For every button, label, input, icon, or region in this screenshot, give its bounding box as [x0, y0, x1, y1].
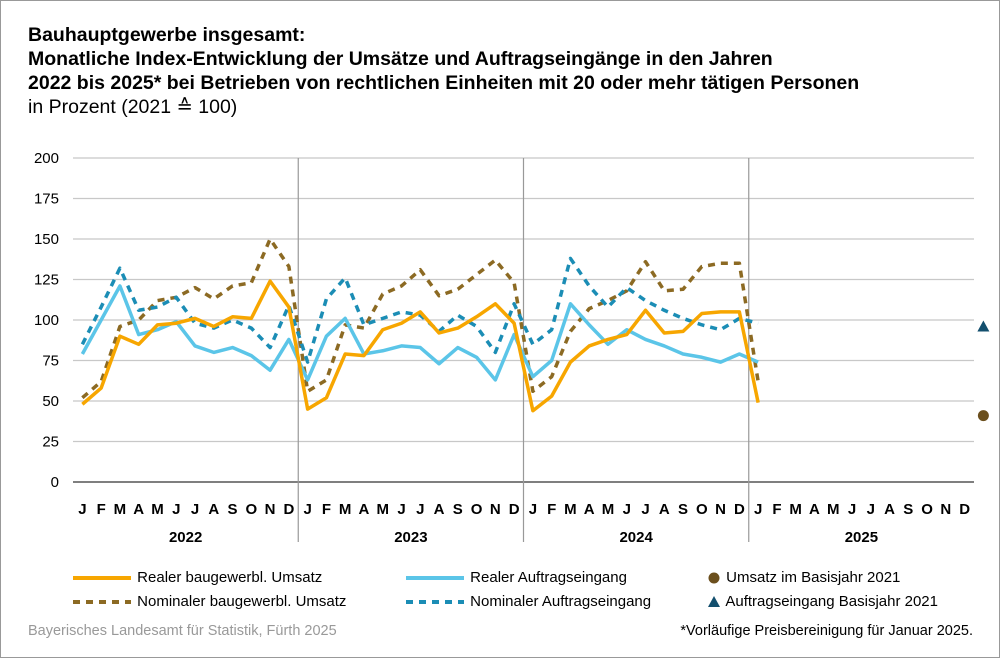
legend-label: Auftragseingang Basisjahr 2021	[725, 593, 938, 610]
x-tick-label: A	[584, 501, 595, 518]
x-tick-label: D	[959, 501, 970, 518]
footnote: *Vorläufige Preisbereinigung für Januar …	[680, 623, 973, 639]
x-tick-label: O	[921, 501, 933, 518]
x-tick-label: F	[322, 501, 331, 518]
y-tick-label: 200	[34, 150, 59, 167]
x-tick-label: O	[471, 501, 483, 518]
x-tick-label: F	[97, 501, 106, 518]
y-tick-label: 25	[42, 434, 59, 451]
x-tick-label: J	[416, 501, 424, 518]
legend-item: Realer baugewerbl. Umsatz	[73, 569, 322, 586]
x-tick-label: J	[754, 501, 762, 518]
x-tick-label: M	[789, 501, 802, 518]
x-tick-label: J	[641, 501, 649, 518]
x-tick-label: O	[696, 501, 708, 518]
legend-item: Nominaler Auftragseingang	[406, 593, 651, 610]
x-tick-label: N	[265, 501, 276, 518]
x-tick-label: M	[602, 501, 615, 518]
y-tick-label: 50	[42, 393, 59, 410]
year-label: 2023	[394, 529, 427, 546]
x-tick-label: J	[529, 501, 537, 518]
x-tick-label: J	[303, 501, 311, 518]
legend-item: Umsatz im Basisjahr 2021	[708, 569, 900, 586]
series-line-2	[80, 284, 759, 382]
y-tick-label: 150	[34, 231, 59, 248]
legend-label: Realer baugewerbl. Umsatz	[137, 569, 323, 586]
x-tick-label: F	[772, 501, 781, 518]
x-tick-label: A	[809, 501, 820, 518]
x-tick-label: J	[78, 501, 86, 518]
x-tick-label: M	[564, 501, 577, 518]
title-line: Monatliche Index-Entwicklung der Umsätze…	[28, 48, 773, 70]
legend-label: Nominaler baugewerbl. Umsatz	[137, 593, 347, 610]
x-tick-label: M	[339, 501, 352, 518]
x-tick-label: N	[940, 501, 951, 518]
x-tick-label: N	[715, 501, 726, 518]
title-line: Bauhauptgewerbe insgesamt:	[28, 24, 306, 46]
x-tick-label: A	[884, 501, 895, 518]
year-label: 2022	[169, 529, 202, 546]
y-tick-label: 125	[34, 272, 59, 289]
legend-item: Nominaler baugewerbl. Umsatz	[73, 593, 346, 610]
series-line-1	[81, 237, 760, 400]
y-tick-label: 0	[51, 474, 59, 491]
x-tick-label: M	[827, 501, 840, 518]
x-tick-label: J	[397, 501, 405, 518]
x-tick-label: D	[734, 501, 745, 518]
source-text: Bayerisches Landesamt für Statistik, Für…	[28, 623, 337, 639]
x-tick-label: J	[623, 501, 631, 518]
legend-label: Realer Auftragseingang	[470, 569, 627, 586]
chart-subtitle: in Prozent (2021 ≙ 100)	[28, 96, 238, 118]
x-tick-label: J	[848, 501, 856, 518]
x-tick-label: M	[376, 501, 389, 518]
x-tick-label: S	[228, 501, 238, 518]
x-tick-label: O	[245, 501, 257, 518]
x-tick-label: J	[867, 501, 875, 518]
year-label: 2024	[619, 529, 653, 546]
x-tick-label: A	[208, 501, 219, 518]
x-tick-label: J	[191, 501, 199, 518]
x-tick-label: F	[547, 501, 556, 518]
y-tick-label: 100	[34, 312, 59, 329]
x-tick-label: S	[903, 501, 913, 518]
legend-item: Realer Auftragseingang	[406, 569, 627, 586]
x-tick-label: S	[678, 501, 688, 518]
year-label: 2025	[845, 529, 878, 546]
auftrag-basisjahr-marker	[977, 320, 990, 332]
x-tick-label: A	[659, 501, 670, 518]
x-tick-label: D	[509, 501, 520, 518]
y-tick-label: 175	[34, 191, 59, 208]
chart-title: Bauhauptgewerbe insgesamt: Monatliche In…	[28, 23, 859, 95]
x-tick-label: A	[359, 501, 370, 518]
x-tick-label: S	[453, 501, 463, 518]
x-tick-label: J	[172, 501, 180, 518]
x-tick-label: D	[283, 501, 294, 518]
x-tick-label: A	[434, 501, 445, 518]
x-tick-label: N	[490, 501, 501, 518]
legend-label: Umsatz im Basisjahr 2021	[726, 569, 901, 586]
x-tick-label: M	[114, 501, 127, 518]
umsatz-basisjahr-marker	[977, 410, 989, 422]
x-tick-label: M	[151, 501, 164, 518]
y-tick-label: 75	[42, 353, 59, 370]
legend-item: Auftragseingang Basisjahr 2021	[708, 593, 938, 610]
legend-label: Nominaler Auftragseingang	[470, 593, 652, 610]
x-tick-label: A	[133, 501, 144, 518]
title-line: 2022 bis 2025* bei Betrieben von rechtli…	[28, 72, 860, 94]
